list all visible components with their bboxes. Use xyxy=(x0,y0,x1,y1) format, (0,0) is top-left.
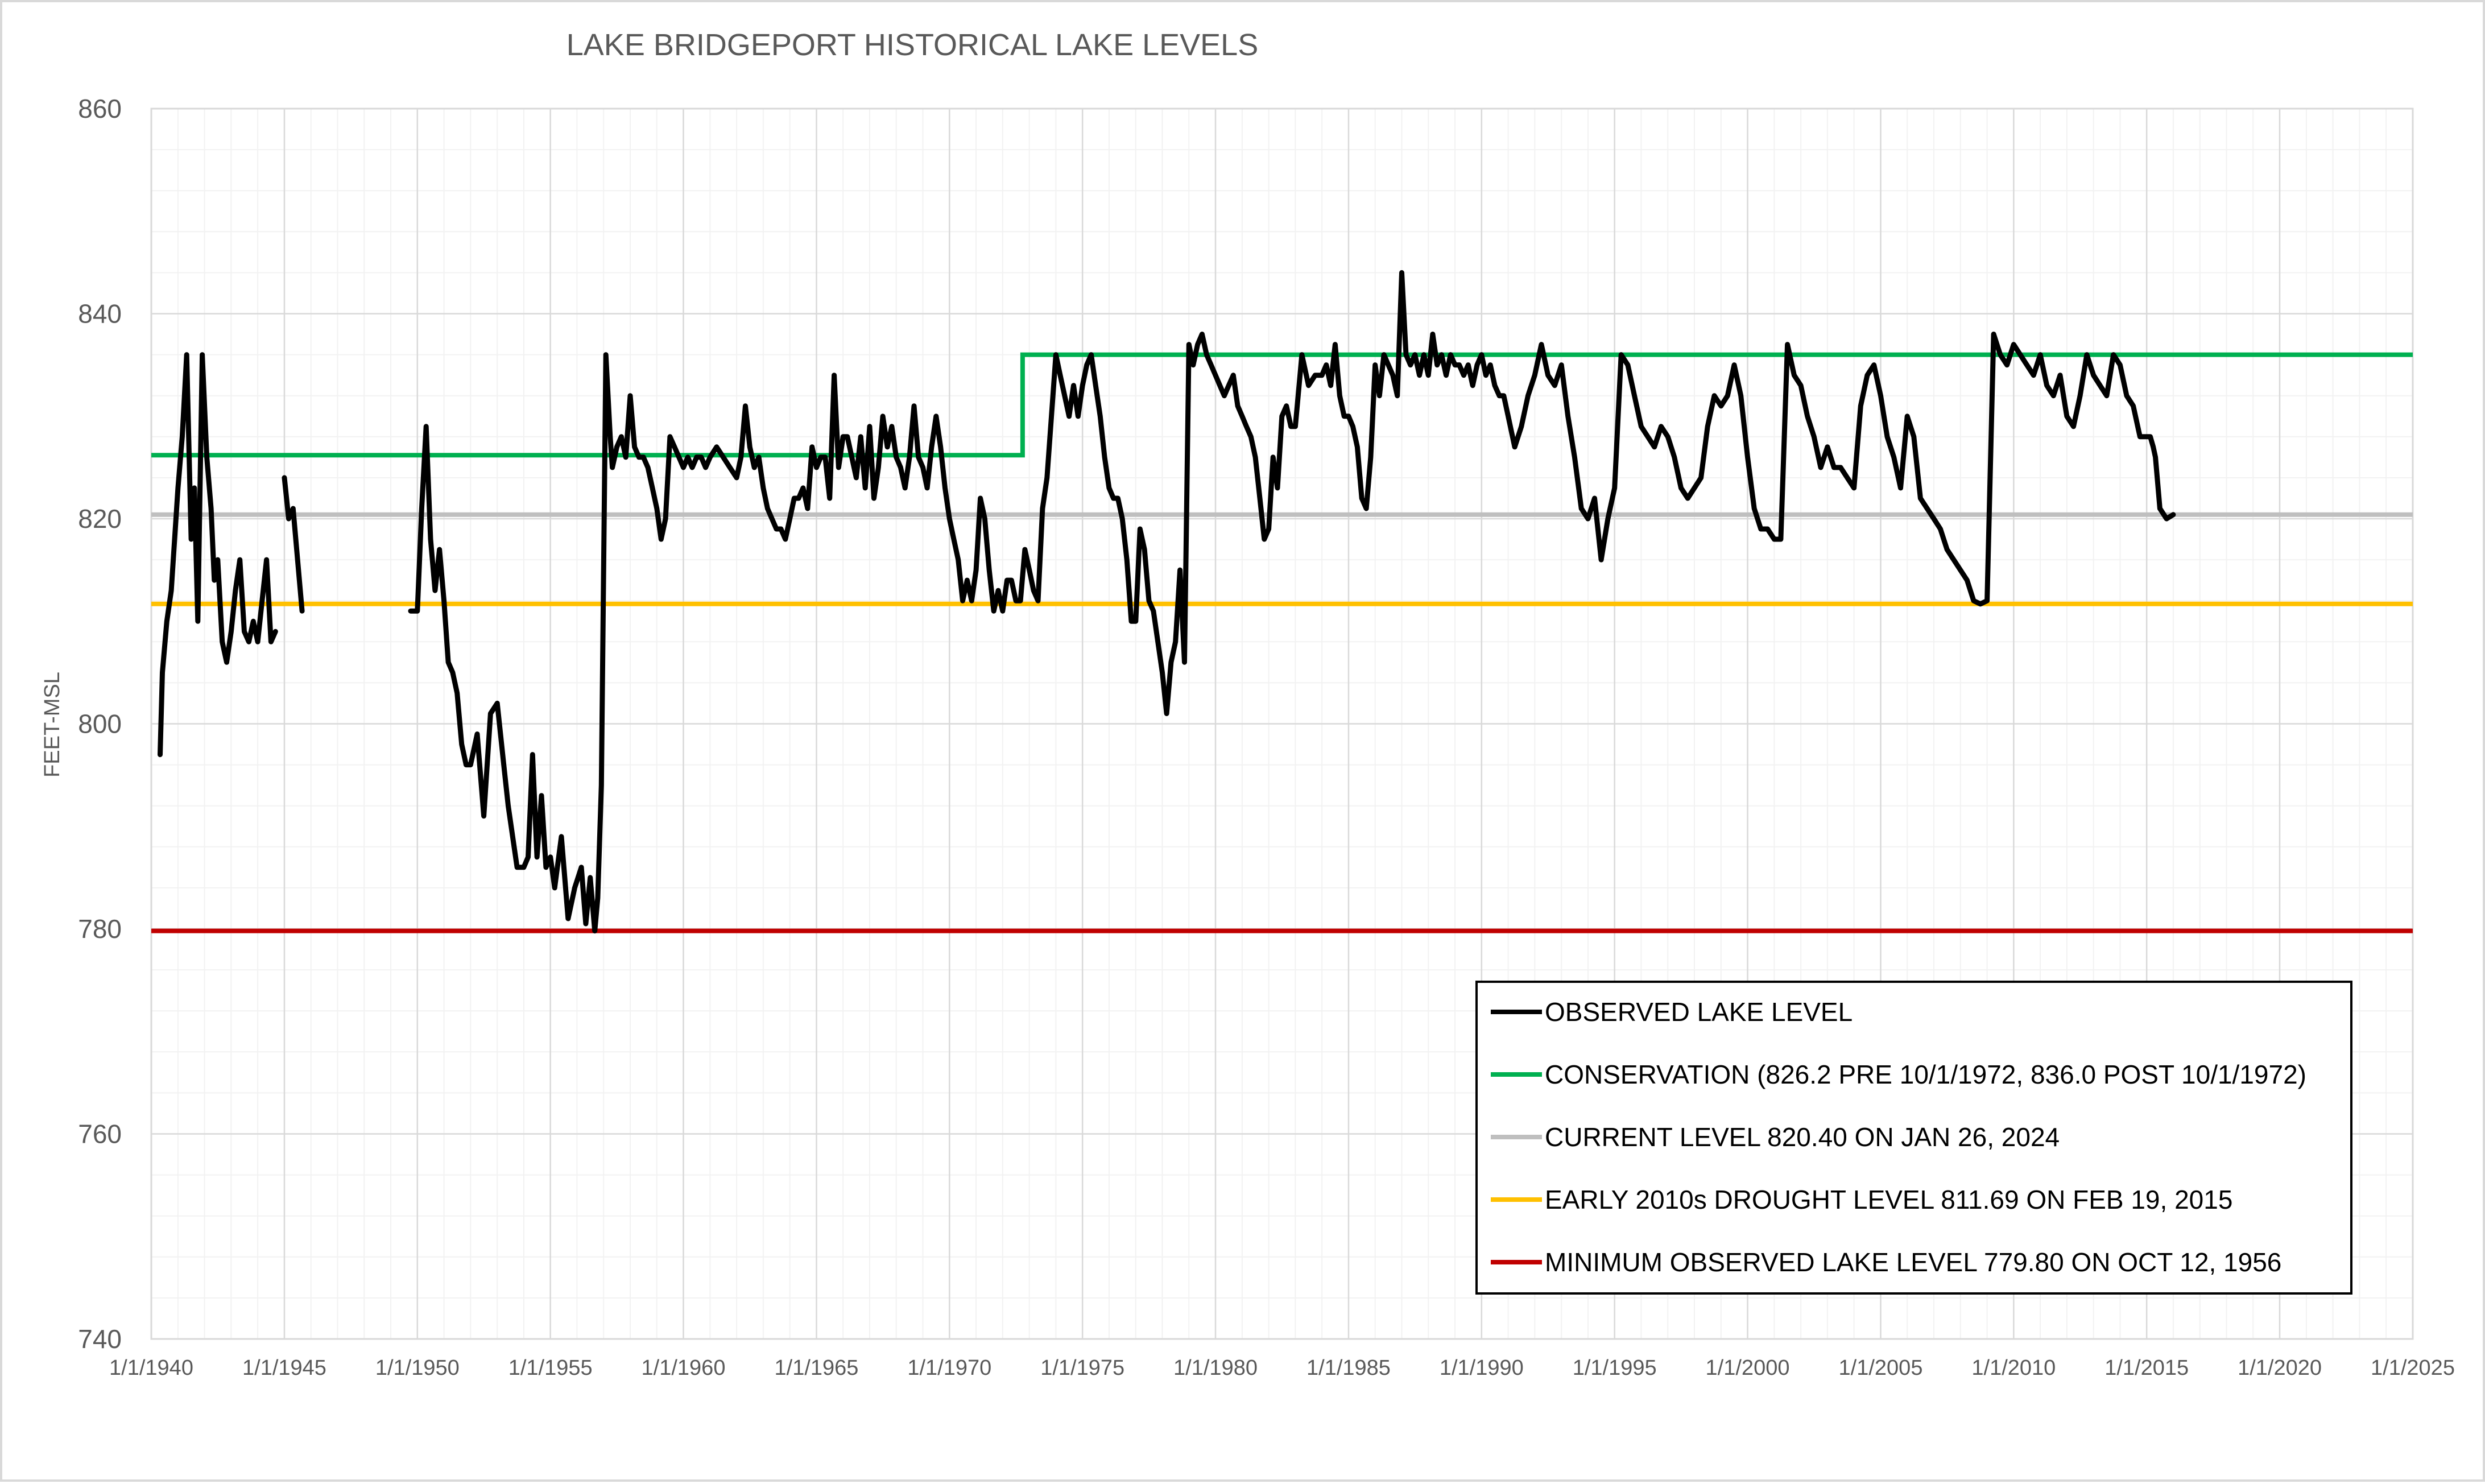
x-tick-label: 1/1/2015 xyxy=(2104,1356,2189,1380)
observed-lake-level-line xyxy=(282,475,305,614)
x-tick-label: 1/1/2010 xyxy=(1971,1356,2056,1380)
legend-entry-label: OBSERVED LAKE LEVEL xyxy=(1545,997,1853,1027)
x-tick-label: 1/1/1965 xyxy=(775,1356,859,1380)
y-axis-ticks: 740 760 780 800 820 840 860 xyxy=(78,94,122,1354)
plot-border xyxy=(150,108,2414,1340)
x-tick-label: 1/1/1955 xyxy=(508,1356,593,1380)
legend: OBSERVED LAKE LEVEL CONSERVATION (826.2 P… xyxy=(1475,981,2352,1295)
x-tick-label: 1/1/1975 xyxy=(1040,1356,1124,1380)
x-tick-label: 1/1/2025 xyxy=(2371,1356,2455,1380)
x-tick-label: 1/1/1950 xyxy=(375,1356,460,1380)
x-tick-label: 1/1/2005 xyxy=(1839,1356,1923,1380)
legend-entry-label: MINIMUM OBSERVED LAKE LEVEL 779.80 ON OC… xyxy=(1545,1247,2281,1277)
x-tick-label: 1/1/1960 xyxy=(642,1356,726,1380)
observed-lake-level-line xyxy=(158,352,278,758)
x-tick-label: 1/1/1990 xyxy=(1440,1356,1524,1380)
x-axis-ticks: 1/1/1940 1/1/1945 1/1/1950 1/1/1955 1/1/1960… xyxy=(109,1356,2455,1380)
legend-box xyxy=(1475,981,2352,1295)
y-tick-label: 780 xyxy=(78,914,122,944)
plot-area xyxy=(150,108,2414,1340)
y-tick-label: 820 xyxy=(78,504,122,534)
x-tick-label: 1/1/1985 xyxy=(1306,1356,1391,1380)
y-tick-label: 800 xyxy=(78,709,122,739)
chart-title: LAKE BRIDGEPORT HISTORICAL LAKE LEVELS xyxy=(567,28,1258,62)
legend-entry-label: CONSERVATION (826.2 PRE 10/1/1972, 836.0… xyxy=(1545,1060,2306,1089)
legend-entry-label: CURRENT LEVEL 820.40 ON JAN 26, 2024 xyxy=(1545,1122,2060,1152)
reference-level-line xyxy=(151,352,2413,458)
legend-entry-label: EARLY 2010s DROUGHT LEVEL 811.69 ON FEB … xyxy=(1545,1185,2232,1214)
y-axis-label: FEET-MSL xyxy=(40,672,64,778)
observed-lake-level-line xyxy=(408,270,2176,934)
x-tick-label: 1/1/1980 xyxy=(1173,1356,1258,1380)
y-tick-label: 860 xyxy=(78,94,122,123)
y-tick-label: 760 xyxy=(78,1119,122,1149)
x-tick-label: 1/1/2020 xyxy=(2238,1356,2322,1380)
y-tick-label: 840 xyxy=(78,299,122,329)
y-tick-label: 740 xyxy=(78,1324,122,1354)
x-tick-label: 1/1/1970 xyxy=(907,1356,991,1380)
x-tick-label: 1/1/2000 xyxy=(1706,1356,1790,1380)
x-tick-label: 1/1/1945 xyxy=(242,1356,326,1380)
x-tick-label: 1/1/1995 xyxy=(1573,1356,1657,1380)
series-layer xyxy=(151,270,2413,934)
x-tick-label: 1/1/1940 xyxy=(109,1356,193,1380)
